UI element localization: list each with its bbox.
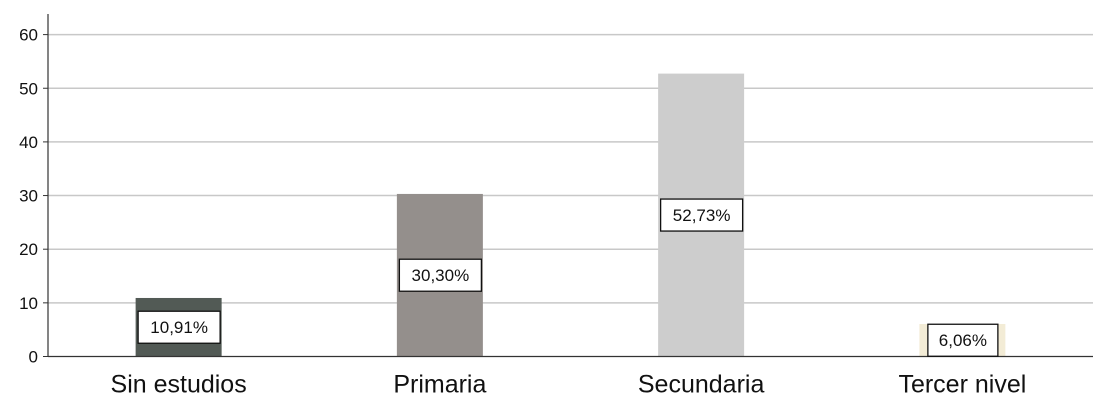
y-tick-label: 20 bbox=[19, 240, 38, 259]
data-label: 6,06% bbox=[939, 331, 987, 350]
y-tick-label: 0 bbox=[29, 348, 38, 367]
bars bbox=[135, 73, 1006, 357]
x-category-label: Sin estudios bbox=[111, 371, 247, 399]
gridlines bbox=[48, 33, 1093, 304]
axes bbox=[43, 14, 1093, 358]
data-label: 52,73% bbox=[673, 206, 731, 225]
y-tick-label: 60 bbox=[19, 26, 38, 45]
x-category-label: Primaria bbox=[393, 371, 486, 399]
x-category-labels: Sin estudios Primaria Secundaria Tercer niv… bbox=[111, 371, 1027, 399]
data-label: 30,30% bbox=[412, 266, 470, 285]
data-label: 10,91% bbox=[150, 318, 208, 337]
data-labels: 10,91% 30,30% 52,73% 6,06% bbox=[137, 198, 999, 357]
x-category-label: Tercer nivel bbox=[898, 371, 1026, 399]
y-tick-label: 30 bbox=[19, 187, 38, 206]
data-label-box bbox=[398, 258, 483, 292]
data-label-box bbox=[137, 310, 221, 344]
x-category-label: Secundaria bbox=[638, 371, 765, 399]
y-tick-label: 50 bbox=[19, 79, 38, 98]
y-tick-label: 10 bbox=[19, 294, 38, 313]
y-tick-label: 40 bbox=[19, 133, 38, 152]
data-label-box bbox=[927, 323, 999, 357]
y-tick-labels: 0 10 20 30 40 50 60 bbox=[19, 26, 38, 367]
data-label-box bbox=[659, 198, 744, 232]
